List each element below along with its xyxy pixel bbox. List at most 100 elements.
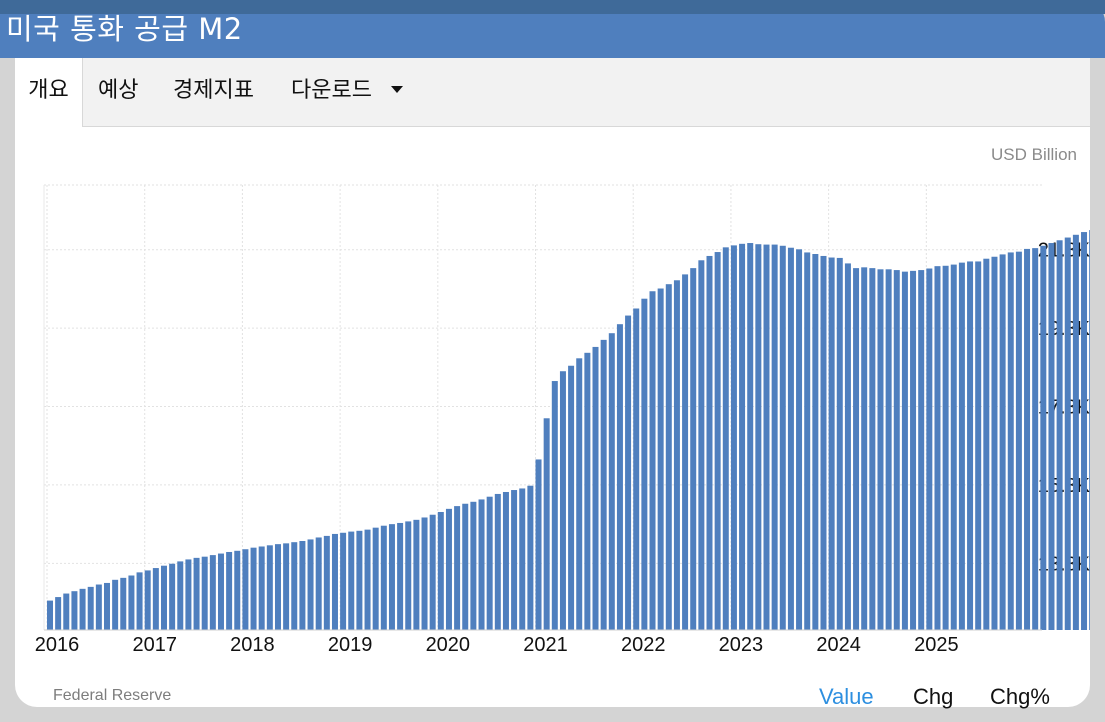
tab-indicators[interactable]: 경제지표 [173, 58, 254, 126]
bar[interactable] [934, 266, 941, 630]
bar[interactable] [861, 267, 868, 630]
bar[interactable] [983, 258, 990, 630]
bar[interactable] [470, 501, 477, 630]
bar[interactable] [413, 519, 420, 630]
change-percent-toggle[interactable]: Chg% [990, 684, 1050, 709]
bar[interactable] [1007, 252, 1014, 630]
bar[interactable] [975, 261, 982, 630]
bar[interactable] [258, 546, 265, 630]
bar[interactable] [592, 346, 599, 630]
bar[interactable] [690, 268, 697, 630]
bar[interactable] [853, 268, 860, 630]
bar[interactable] [437, 511, 444, 630]
bar[interactable] [649, 291, 656, 630]
bar[interactable] [266, 545, 273, 630]
bar[interactable] [967, 261, 974, 630]
bar[interactable] [405, 521, 412, 630]
bar[interactable] [136, 572, 143, 630]
bar[interactable] [79, 588, 86, 630]
bar[interactable] [519, 488, 526, 630]
bar[interactable] [217, 553, 224, 630]
bar[interactable] [584, 352, 591, 630]
bar[interactable] [226, 551, 233, 630]
bar[interactable] [372, 527, 379, 630]
bar[interactable] [682, 274, 689, 630]
bar[interactable] [1040, 245, 1047, 630]
bar[interactable] [787, 247, 794, 630]
bar[interactable] [755, 244, 762, 630]
bar[interactable] [698, 260, 705, 630]
tab-overview[interactable]: 개요 [15, 58, 83, 127]
bar[interactable] [429, 514, 436, 630]
bar[interactable] [576, 358, 583, 630]
bar[interactable] [299, 541, 306, 630]
bar[interactable] [820, 255, 827, 630]
bar[interactable] [95, 584, 102, 630]
bar[interactable] [128, 575, 135, 631]
bar[interactable] [869, 268, 876, 630]
bar[interactable] [763, 244, 770, 630]
bar[interactable] [356, 530, 363, 630]
bar[interactable] [478, 499, 485, 630]
bar[interactable] [242, 549, 249, 630]
bar[interactable] [1056, 240, 1063, 630]
bar[interactable] [616, 324, 623, 630]
bar[interactable] [283, 543, 290, 630]
bar[interactable] [1048, 243, 1055, 630]
bar[interactable] [511, 490, 518, 630]
bar[interactable] [169, 563, 176, 630]
bar[interactable] [747, 243, 754, 630]
bar[interactable] [462, 503, 469, 630]
bar[interactable] [543, 418, 550, 630]
bar[interactable] [494, 493, 501, 630]
bar[interactable] [397, 522, 404, 630]
bar[interactable] [893, 270, 900, 630]
bar[interactable] [1089, 230, 1090, 630]
bar[interactable] [739, 243, 746, 630]
bar[interactable] [836, 257, 843, 630]
bar[interactable] [1072, 234, 1079, 630]
bar[interactable] [527, 485, 534, 630]
bar[interactable] [942, 265, 949, 630]
bar[interactable] [177, 561, 184, 630]
bar[interactable] [144, 570, 151, 630]
bar[interactable] [877, 269, 884, 630]
bar[interactable] [633, 308, 640, 631]
bar[interactable] [812, 254, 819, 630]
bar[interactable] [828, 257, 835, 630]
bar[interactable] [380, 525, 387, 630]
bar[interactable] [445, 508, 452, 630]
bar[interactable] [201, 556, 208, 630]
bar[interactable] [1064, 237, 1071, 630]
bar[interactable] [625, 315, 632, 630]
bar[interactable] [185, 559, 192, 630]
bar[interactable] [551, 381, 558, 630]
bar[interactable] [804, 252, 811, 630]
bar[interactable] [331, 533, 338, 630]
bar[interactable] [340, 532, 347, 630]
bar[interactable] [234, 550, 241, 630]
bar[interactable] [486, 496, 493, 630]
bar[interactable] [291, 542, 298, 630]
bar[interactable] [315, 537, 322, 630]
bar[interactable] [1081, 232, 1088, 631]
bar[interactable] [1024, 248, 1031, 630]
bar[interactable] [844, 263, 851, 630]
bar[interactable] [796, 249, 803, 631]
bar[interactable] [152, 568, 159, 630]
tab-download[interactable]: 다운로드 [291, 58, 403, 126]
tab-forecast[interactable]: 예상 [98, 58, 138, 126]
bar[interactable] [958, 262, 965, 630]
bar[interactable] [193, 557, 200, 630]
bar[interactable] [999, 254, 1006, 630]
value-toggle[interactable]: Value [819, 684, 874, 709]
bar[interactable] [901, 271, 908, 630]
bar[interactable] [307, 539, 314, 630]
bar[interactable] [160, 565, 167, 630]
bar[interactable] [112, 579, 119, 630]
bar[interactable] [1032, 248, 1039, 630]
bar[interactable] [771, 244, 778, 630]
bar[interactable] [323, 535, 330, 630]
bar[interactable] [55, 597, 62, 630]
bar[interactable] [209, 555, 216, 630]
